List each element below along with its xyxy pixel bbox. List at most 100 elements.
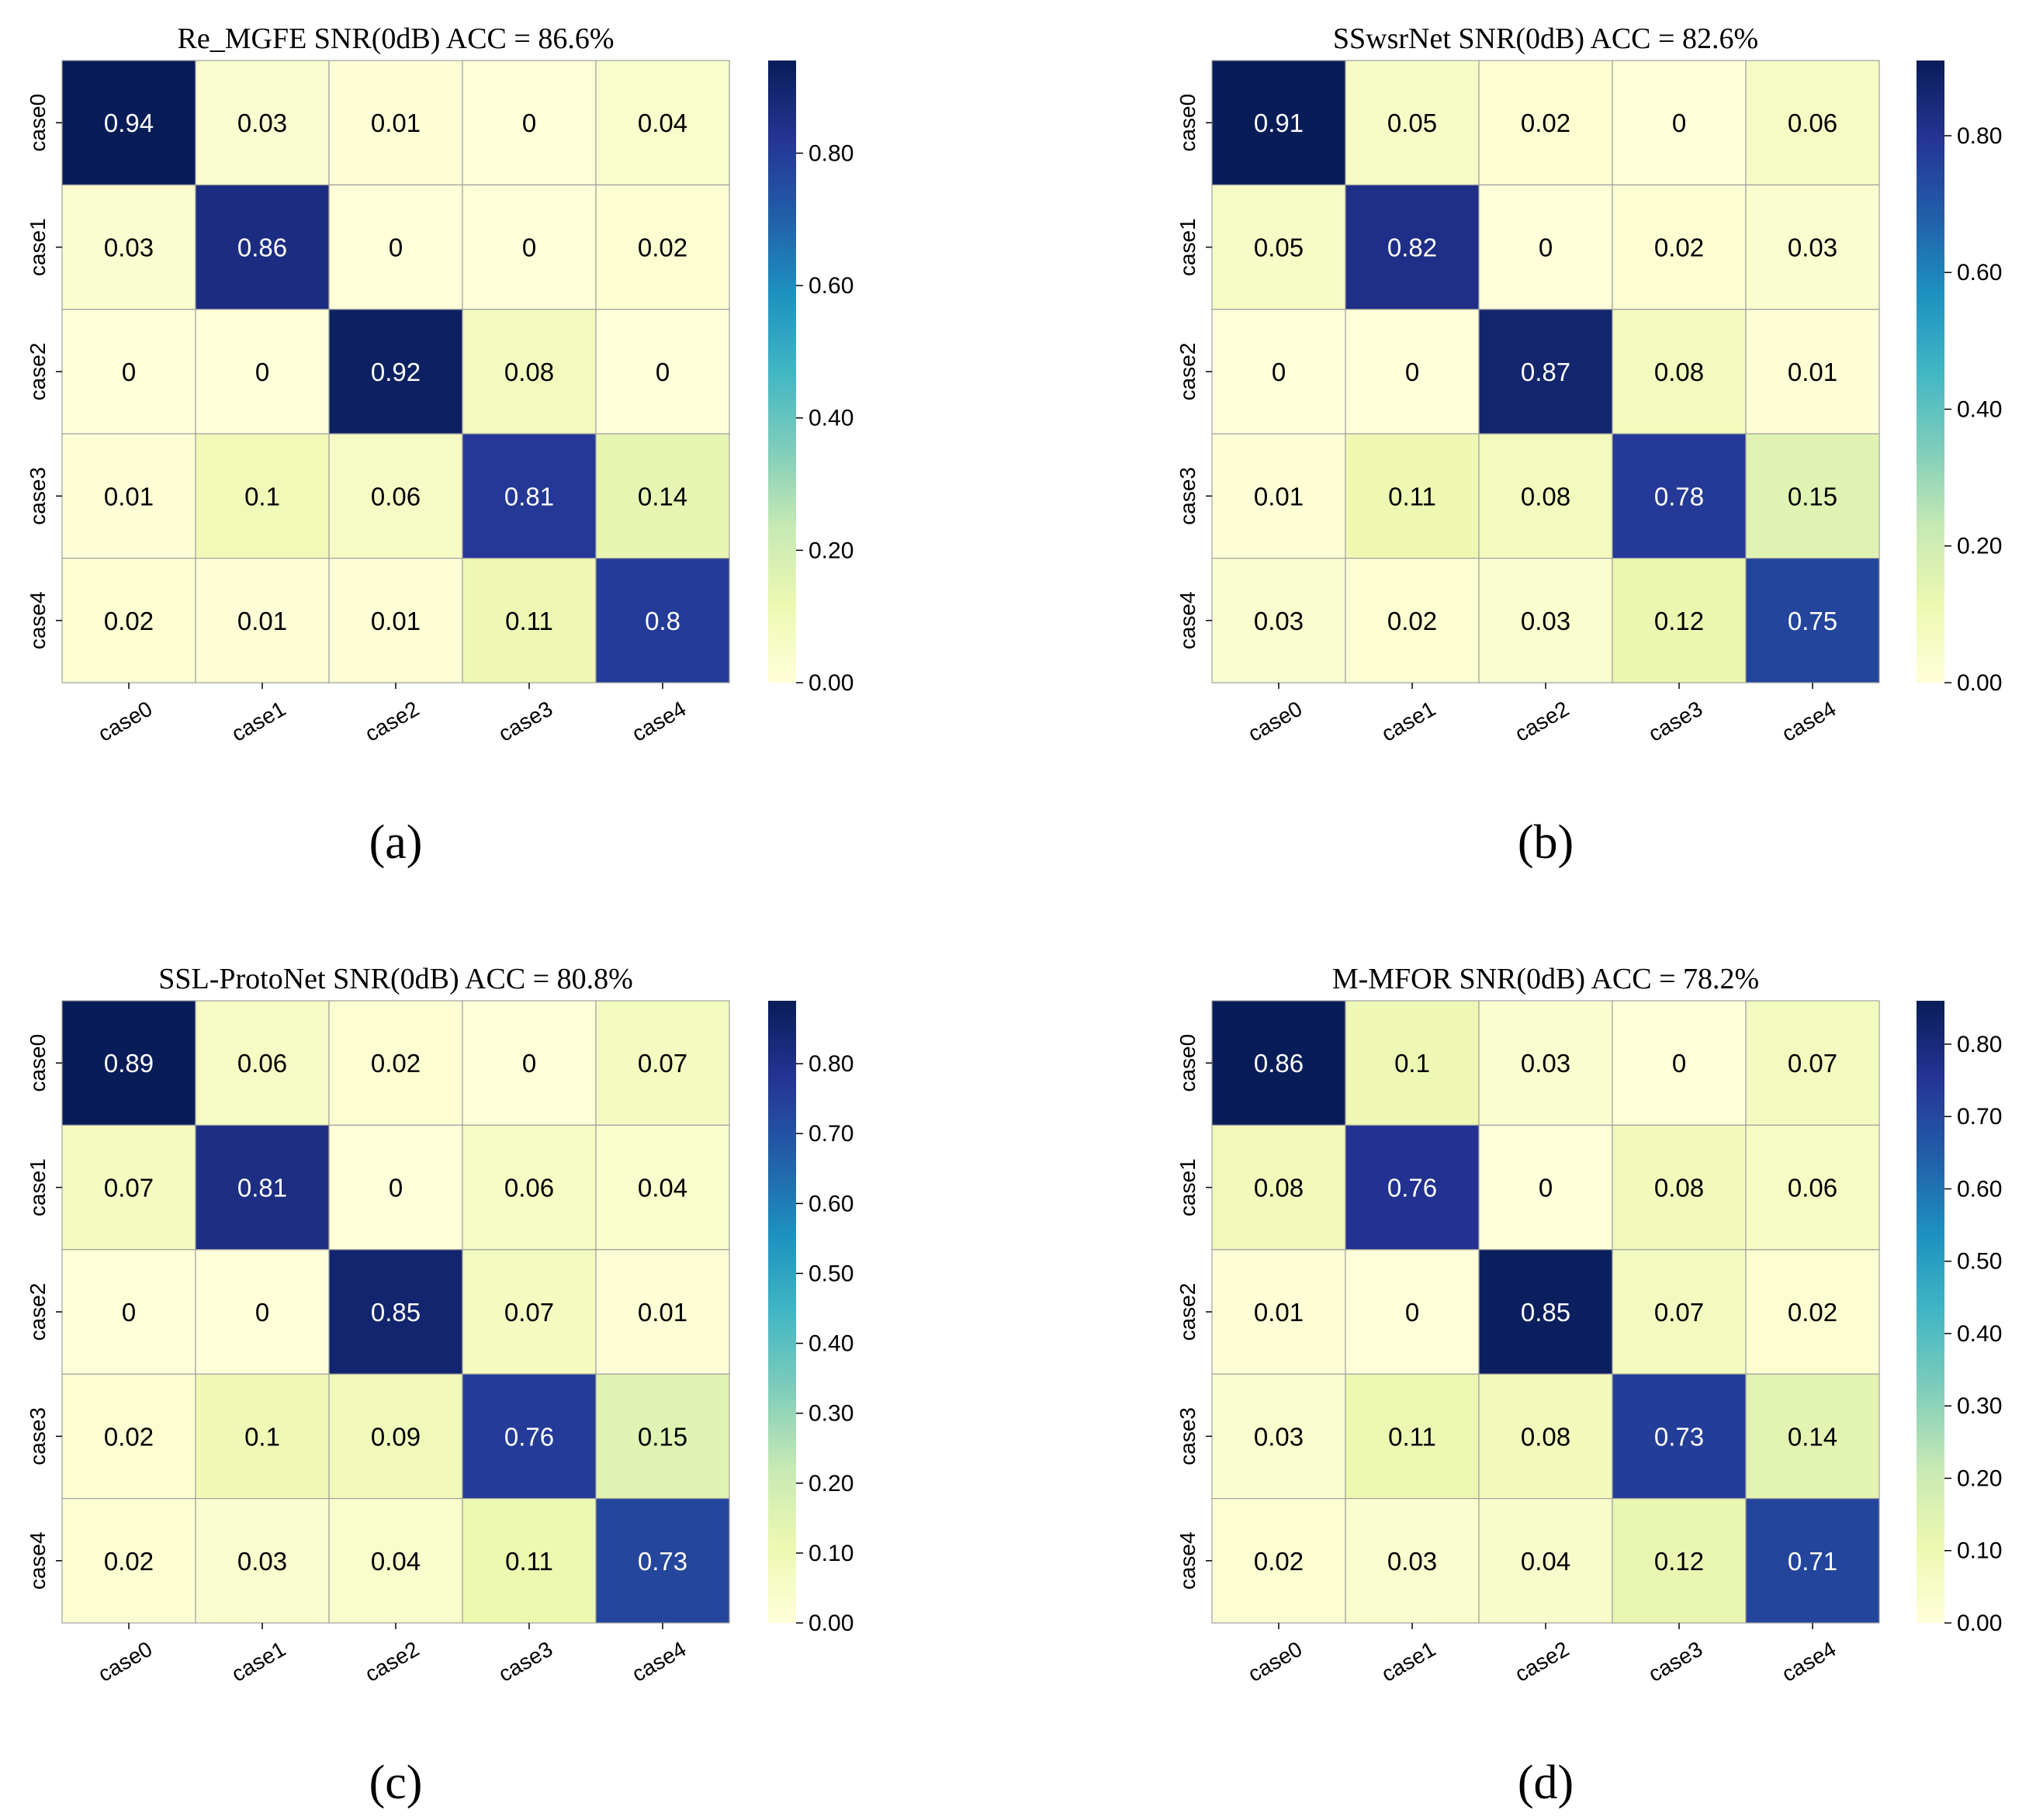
heatmap-cell [328, 1000, 463, 1126]
cell-value-label: 0.02 [638, 234, 687, 262]
y-tick-label: case0 [26, 1034, 50, 1092]
cell-value-label: 0.02 [1387, 607, 1437, 635]
cell-value-label: 0 [522, 1049, 536, 1078]
heatmap-cell [1612, 309, 1747, 434]
heatmap-cell [462, 1249, 597, 1375]
colorbar-tick-label: 0.10 [1957, 1538, 2002, 1564]
colorbar-tick-label: 0.70 [809, 1121, 854, 1147]
cell-value-label: 0 [522, 234, 536, 262]
y-tick-label: case4 [1176, 591, 1200, 649]
cell-value-label: 0.1 [244, 1422, 280, 1451]
cell-value-label: 0.01 [1254, 482, 1304, 510]
cell-value-label: 0.76 [1387, 1174, 1437, 1202]
cell-value-label: 0.02 [371, 1049, 421, 1078]
cell-value-label: 0.11 [505, 1547, 553, 1576]
heatmap-cell [61, 1249, 196, 1375]
cell-value-label: 0.02 [1654, 234, 1704, 262]
chart-title: Re_MGFE SNR(0dB) ACC = 86.6% [178, 22, 615, 55]
cell-value-label: 0.01 [371, 607, 421, 635]
cell-value-label: 0.02 [104, 1547, 154, 1576]
heatmap-cell [1211, 1373, 1346, 1500]
heatmap-cell [1478, 1124, 1613, 1251]
colorbar-tick-label: 0.20 [809, 538, 854, 563]
heatmap-cell [61, 184, 196, 310]
colorbar-tick-label: 0.50 [1957, 1249, 2002, 1275]
heatmap-cell [1478, 184, 1613, 310]
cell-value-label: 0.01 [371, 109, 421, 137]
heatmap-cell [1612, 1000, 1747, 1126]
x-tick-label: case0 [94, 1637, 156, 1687]
cell-value-label: 0.06 [1788, 1174, 1837, 1202]
heatmap-cell [1478, 1249, 1613, 1375]
heatmap-cell [1745, 1249, 1880, 1375]
cell-value-label: 0 [1539, 234, 1553, 262]
cell-value-label: 0.07 [1654, 1298, 1704, 1327]
cell-value-label: 0 [1405, 358, 1419, 386]
heatmap-cell [1745, 1497, 1880, 1624]
cell-value-label: 0.81 [504, 482, 554, 510]
colorbar-tick-label: 0.80 [809, 1051, 854, 1077]
x-tick-label: case1 [227, 697, 289, 746]
heatmap-cell [462, 309, 597, 434]
x-tick-label: case4 [1778, 1637, 1840, 1687]
cell-value-label: 0.91 [1254, 109, 1304, 137]
x-tick-label: case1 [227, 1637, 289, 1687]
heatmap-cell [1612, 1497, 1747, 1624]
colorbar-tick-label: 0.60 [1957, 1176, 2002, 1202]
panel-caption: (c) [369, 1756, 423, 1809]
y-tick-label: case0 [1176, 1034, 1200, 1092]
cell-value-label: 0.05 [1254, 234, 1304, 262]
y-tick-label: case3 [26, 1407, 50, 1465]
y-tick-label: case2 [26, 343, 50, 401]
cell-value-label: 0.02 [104, 607, 154, 635]
colorbar-tick-label: 0.40 [1957, 396, 2002, 422]
heatmap-cell [1345, 60, 1480, 185]
heatmap-cell [595, 1124, 730, 1251]
cell-value-label: 0 [656, 358, 670, 386]
heatmap-cell [1745, 433, 1880, 559]
cell-value-label: 0.78 [1654, 482, 1704, 510]
heatmap-cell [1478, 60, 1613, 185]
cell-value-label: 0.81 [237, 1174, 287, 1202]
cell-value-label: 0.03 [104, 234, 154, 262]
colorbar-tick-label: 0.00 [809, 1611, 854, 1636]
heatmap-cell [1211, 1497, 1346, 1624]
cell-value-label: 0.08 [504, 358, 554, 386]
panel-caption: (d) [1518, 1756, 1574, 1809]
x-tick-label: case0 [1244, 697, 1306, 746]
cell-value-label: 0.82 [1387, 234, 1437, 262]
y-tick-label: case3 [1176, 1407, 1200, 1465]
y-tick-label: case3 [1176, 467, 1200, 525]
cell-value-label: 0 [1672, 1049, 1686, 1078]
y-tick-label: case0 [26, 94, 50, 152]
heatmap-cell [1745, 309, 1880, 434]
cell-value-label: 0.71 [1788, 1547, 1837, 1576]
cell-value-label: 0.08 [1521, 1422, 1570, 1451]
y-tick-label: case3 [26, 467, 50, 525]
heatmap-cell [61, 1124, 196, 1251]
cell-value-label: 0.03 [1254, 1422, 1304, 1451]
heatmap-cell [462, 433, 597, 559]
colorbar-tick-label: 0.60 [809, 1191, 854, 1216]
cell-value-label: 0.04 [371, 1547, 421, 1576]
chart-title: SSL-ProtoNet SNR(0dB) ACC = 80.8% [158, 963, 633, 995]
colorbar-tick-label: 0.30 [809, 1401, 854, 1427]
cell-value-label: 0.86 [237, 234, 287, 262]
colorbar-tick-label: 0.80 [1957, 123, 2002, 149]
heatmap-cell [328, 309, 463, 434]
heatmap-cell [195, 1124, 330, 1251]
cell-value-label: 0.03 [237, 109, 287, 137]
heatmap-cell [195, 557, 330, 683]
colorbar-tick-label: 0.40 [809, 406, 854, 431]
cell-value-label: 0.05 [1387, 109, 1437, 137]
cell-value-label: 0 [122, 1298, 136, 1327]
cell-value-label: 0.02 [104, 1422, 154, 1451]
x-tick-label: case3 [494, 697, 556, 746]
heatmap-cell [1345, 1497, 1480, 1624]
y-tick-label: case4 [26, 591, 50, 649]
cell-value-label: 0.94 [104, 109, 154, 137]
colorbar-tick-label: 0.10 [809, 1541, 854, 1566]
y-tick-label: case1 [1176, 218, 1200, 276]
heatmap-cell [1478, 557, 1613, 683]
cell-value-label: 0 [255, 358, 269, 386]
